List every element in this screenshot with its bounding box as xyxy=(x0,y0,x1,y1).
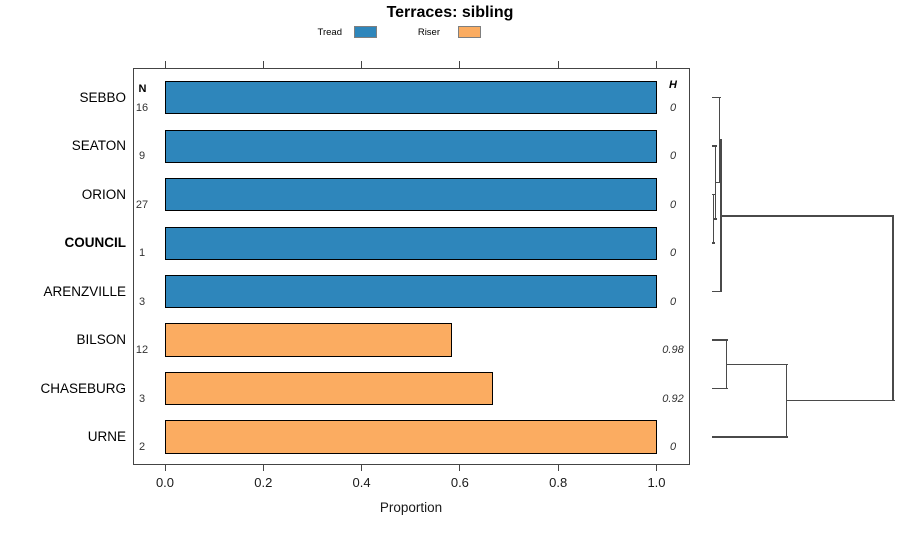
dendrogram-segment xyxy=(711,436,788,438)
dendrogram-segment xyxy=(711,339,729,341)
dendrogram-segment xyxy=(711,290,723,293)
n-value: 2 xyxy=(138,440,146,453)
category-label: SEBBO xyxy=(79,89,126,105)
h-value: 0.98 xyxy=(662,344,684,357)
bar-row xyxy=(165,420,657,454)
bar-row xyxy=(165,226,657,260)
bar-row xyxy=(165,81,657,115)
x-axis-bottom-tick xyxy=(557,464,559,471)
x-axis-top-tick xyxy=(262,61,264,68)
dendrogram-segment xyxy=(711,145,717,147)
n-value: 3 xyxy=(138,295,146,308)
x-axis-bottom-tick xyxy=(361,464,363,471)
x-axis-top-tick xyxy=(557,61,559,68)
h-value: 0 xyxy=(669,440,677,453)
legend-label-riser: Riser xyxy=(417,27,440,38)
bar-row xyxy=(165,274,657,309)
h-value: 0 xyxy=(669,150,677,163)
n-value: 9 xyxy=(138,150,146,163)
n-value: 12 xyxy=(135,344,149,357)
x-axis-tick-label: 0.8 xyxy=(549,475,568,490)
dendrogram-segment xyxy=(711,387,729,390)
legend-swatch-riser xyxy=(458,26,481,38)
x-axis-top-tick xyxy=(164,61,166,68)
h-column-header: H xyxy=(669,79,677,91)
legend-label-tread: Tread xyxy=(317,27,342,38)
category-label: BILSON xyxy=(76,332,126,348)
n-value: 27 xyxy=(135,198,149,211)
category-label: COUNCIL xyxy=(64,235,127,251)
x-axis-top-tick xyxy=(459,61,461,68)
x-axis-top-tick xyxy=(361,61,363,68)
x-axis-tick-label: 0.2 xyxy=(254,475,273,490)
bar-segment-riser xyxy=(165,371,493,406)
n-value: 1 xyxy=(138,247,146,260)
bar-segment-riser xyxy=(165,323,452,357)
n-value: 3 xyxy=(138,392,146,405)
x-axis-bottom-tick xyxy=(459,464,461,471)
dendrogram-segment xyxy=(711,96,721,99)
bar-row xyxy=(165,178,657,212)
h-value: 0 xyxy=(669,295,677,308)
h-value: 0 xyxy=(669,101,677,114)
category-label: ARENZVILLE xyxy=(43,283,126,299)
bar-segment-tread xyxy=(165,81,657,115)
legend-swatch-tread xyxy=(354,26,377,38)
bar-row xyxy=(165,323,657,357)
x-axis-tick-label: 1.0 xyxy=(647,475,666,490)
dendrogram-segment xyxy=(786,399,895,402)
h-value: 0.92 xyxy=(662,392,684,405)
x-axis-bottom-tick xyxy=(262,464,264,471)
category-label: ORION xyxy=(81,186,126,202)
h-value: 0 xyxy=(669,198,677,211)
h-value: 0 xyxy=(669,247,677,260)
x-axis-bottom-tick xyxy=(656,464,657,471)
bar-segment-tread xyxy=(165,226,657,260)
bar-row xyxy=(165,129,657,163)
category-label: SEATON xyxy=(71,138,126,154)
x-axis-tick-label: 0.0 xyxy=(155,475,175,490)
chart-title: Terraces: sibling xyxy=(386,4,514,21)
x-axis-bottom-tick xyxy=(164,464,166,471)
x-axis-tick-label: 0.6 xyxy=(450,475,469,490)
dendrogram-segment xyxy=(720,215,895,217)
dendrogram-segment xyxy=(892,215,894,402)
category-label: URNE xyxy=(87,428,126,444)
x-axis-top-tick xyxy=(656,61,657,68)
bar-segment-tread xyxy=(165,178,657,212)
n-value: 16 xyxy=(135,101,149,114)
dendrogram-segment xyxy=(715,181,721,184)
x-axis-title: Proportion xyxy=(379,500,443,515)
n-column-header: N xyxy=(138,83,147,95)
bar-segment-tread xyxy=(165,274,657,309)
x-axis-tick-label: 0.4 xyxy=(352,475,371,490)
bar-segment-riser xyxy=(165,420,657,454)
bar-row xyxy=(165,371,657,406)
bar-segment-tread xyxy=(165,129,657,163)
dendrogram-segment xyxy=(726,363,788,366)
category-label: CHASEBURG xyxy=(40,380,126,396)
